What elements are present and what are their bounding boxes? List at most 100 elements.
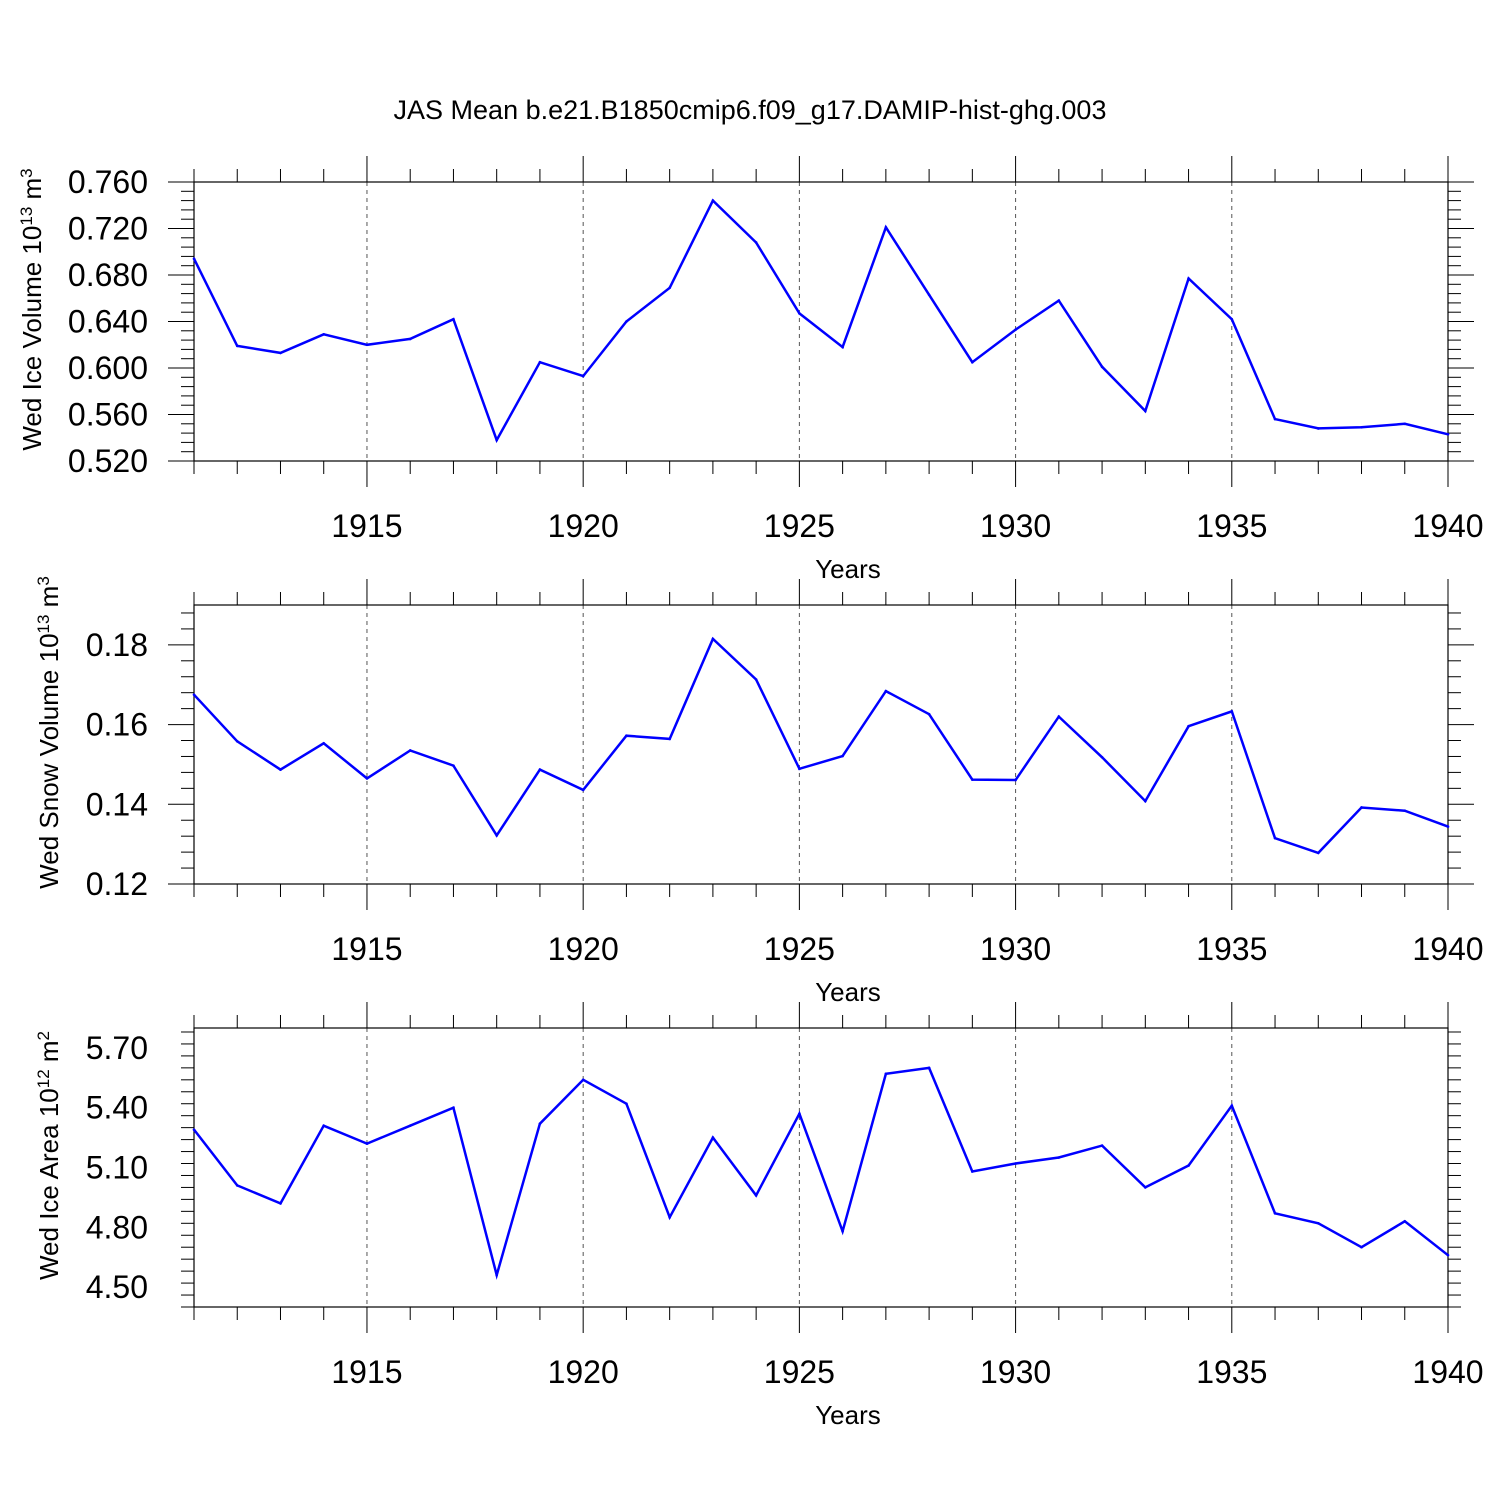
data-point <box>192 257 196 261</box>
data-point <box>538 1122 542 1125</box>
x-tick-label: 1940 <box>1412 1354 1483 1390</box>
data-point <box>754 678 758 681</box>
data-point <box>408 1124 412 1127</box>
x-tick-label: 1935 <box>1196 931 1267 967</box>
plot-frame <box>193 1027 1449 1308</box>
data-point <box>1057 1156 1061 1159</box>
y-tick-label: 5.10 <box>86 1150 148 1186</box>
y-tick-label: 0.18 <box>86 627 148 663</box>
x-tick-label: 1935 <box>1196 1354 1267 1390</box>
data-point <box>408 749 412 752</box>
data-point <box>235 1184 239 1187</box>
data-point <box>495 834 498 837</box>
y-axis-title-exponent: 12 <box>34 1069 53 1088</box>
y-axis-title-part: m <box>34 586 64 615</box>
x-tick-label: 1915 <box>331 1354 402 1390</box>
data-point <box>927 712 931 716</box>
data-point <box>365 343 369 347</box>
data-point <box>1014 1162 1017 1165</box>
data-point <box>754 241 758 244</box>
data-point <box>711 637 715 641</box>
data-point <box>841 345 844 349</box>
data-point <box>971 360 974 364</box>
data-point <box>884 226 888 229</box>
data-point <box>1446 432 1450 436</box>
x-axis-title: Years <box>815 977 881 1007</box>
data-point <box>1316 427 1320 430</box>
data-point <box>1360 425 1363 429</box>
data-point <box>538 768 542 771</box>
x-tick-label: 1920 <box>548 508 619 544</box>
data-point <box>279 768 282 771</box>
y-tick-label: 0.560 <box>68 397 148 433</box>
data-point <box>495 1273 498 1277</box>
data-point <box>581 788 585 792</box>
y-axis-title-exponent: 13 <box>17 207 36 226</box>
data-point <box>1446 1253 1450 1257</box>
data-point <box>625 734 628 738</box>
x-axis-title: Years <box>815 554 881 584</box>
data-point <box>625 320 628 323</box>
y-tick-label: 5.70 <box>86 1030 148 1066</box>
y-tick-label: 5.40 <box>86 1090 148 1126</box>
data-point <box>1316 851 1320 855</box>
data-point <box>322 1124 326 1127</box>
data-point <box>668 737 671 741</box>
y-tick-label: 0.16 <box>86 707 148 743</box>
panels: 0.520 0.560 0.600 0.640 0.680 0.720 0.760 1915 1… <box>17 156 1484 1430</box>
data-point <box>711 1136 715 1139</box>
data-point <box>1316 1222 1320 1225</box>
data-point <box>754 1194 758 1197</box>
x-axis-title: Years <box>815 1400 881 1430</box>
data-point <box>1144 1186 1147 1189</box>
data-point <box>365 777 369 780</box>
data-point <box>1187 724 1190 728</box>
y-tick-label: 4.50 <box>86 1269 148 1305</box>
data-point <box>1403 422 1407 426</box>
data-point <box>538 360 542 364</box>
x-tick-label: 1925 <box>764 931 835 967</box>
y-tick-label: 0.640 <box>68 304 148 340</box>
figure-title: JAS Mean b.e21.B1850cmip6.f09_g17.DAMIP-… <box>394 95 1107 125</box>
data-point <box>1360 806 1363 809</box>
y-tick-label: 0.14 <box>86 786 148 822</box>
data-point <box>668 1216 671 1219</box>
data-point <box>625 1102 628 1106</box>
data-point <box>668 286 671 290</box>
x-tick-label: 1925 <box>764 508 835 544</box>
y-tick-label: 0.600 <box>68 350 148 386</box>
x-tick-label: 1930 <box>980 508 1051 544</box>
data-point <box>841 1229 844 1233</box>
data-point <box>495 438 498 442</box>
x-tick-label: 1915 <box>331 508 402 544</box>
x-tick-label: 1940 <box>1412 508 1483 544</box>
data-point <box>798 1112 801 1115</box>
y-tick-label: 0.720 <box>68 211 148 247</box>
chart-panel-1: 0.520 0.560 0.600 0.640 0.680 0.720 0.760 1915 1… <box>17 156 1484 584</box>
data-point <box>1403 1220 1407 1223</box>
data-series-line <box>193 1066 1449 1280</box>
chart-panel-3: 4.50 4.80 5.10 5.40 5.70 1915 1920 1925 1930 1935… <box>34 1002 1484 1430</box>
data-point <box>581 1078 585 1082</box>
data-point <box>192 1128 196 1131</box>
y-axis-title-exponent: 2 <box>34 1031 53 1040</box>
chart-panel-2: 0.12 0.14 0.16 0.18 1915 1920 1925 1930 1935 1940… <box>34 576 1484 1007</box>
data-point <box>192 693 196 696</box>
y-tick-label: 0.520 <box>68 443 148 479</box>
y-axis-title-part: Wed Ice Volume 10 <box>17 226 47 451</box>
data-point <box>365 1142 369 1145</box>
data-point <box>884 1072 888 1076</box>
data-series-line <box>193 636 1449 855</box>
data-point <box>1014 328 1017 331</box>
data-point <box>798 312 801 315</box>
x-tick-label: 1930 <box>980 1354 1051 1390</box>
y-tick-label: 0.12 <box>86 866 148 902</box>
data-point <box>1446 825 1450 828</box>
data-point <box>798 767 801 771</box>
data-point <box>1273 836 1277 840</box>
data-point <box>971 778 974 781</box>
x-tick-label: 1920 <box>548 1354 619 1390</box>
y-axis-title-part: m <box>17 178 47 207</box>
